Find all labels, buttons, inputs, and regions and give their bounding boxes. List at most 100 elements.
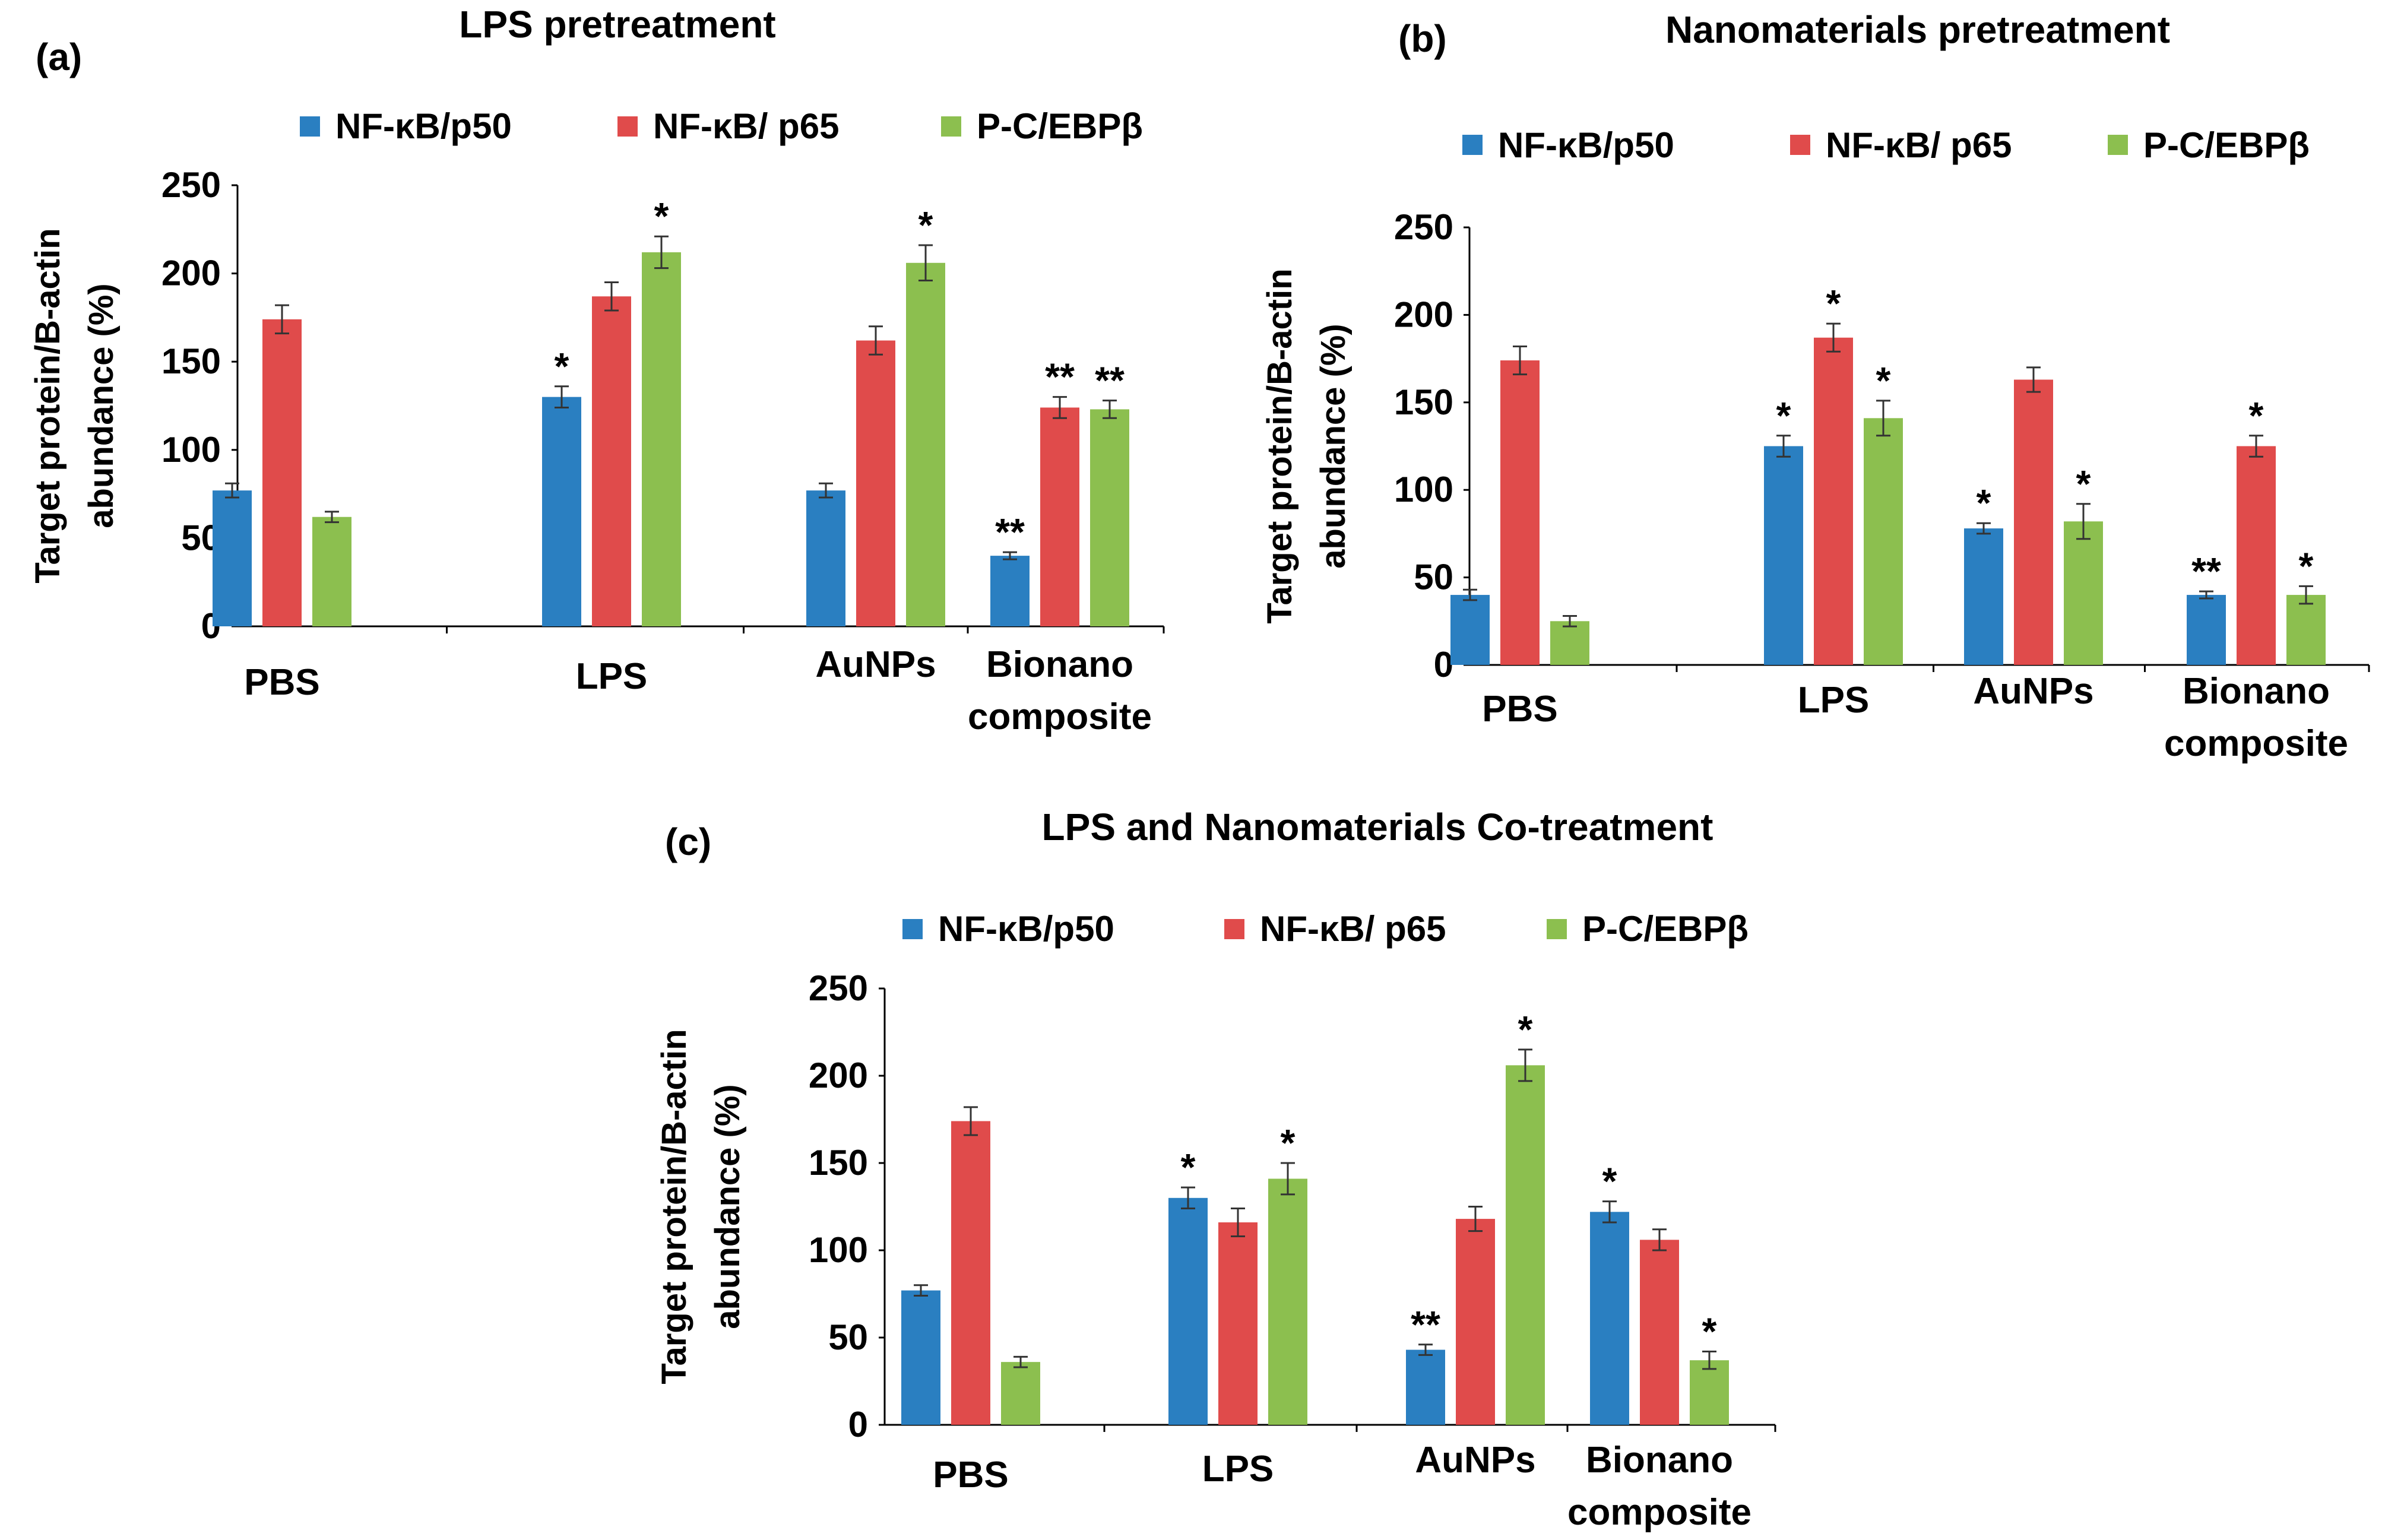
bar-p50	[542, 397, 581, 626]
legend-label-cebp: P-C/EBPβ	[1582, 909, 1749, 949]
bar-cebp	[1690, 1360, 1729, 1425]
significance-mark: *	[1977, 481, 1991, 524]
bar-cebp	[1550, 621, 1589, 665]
significance-mark: **	[2191, 550, 2221, 592]
panel-label: (b)	[1398, 17, 1447, 60]
panel-label: (c)	[665, 820, 711, 863]
legend-swatch-cebp	[2108, 135, 2128, 155]
bar-cebp	[312, 516, 351, 626]
bar-cebp	[1090, 409, 1129, 626]
y-tick-label: 0	[848, 1405, 868, 1444]
y-tick-label: 50	[828, 1317, 868, 1357]
bar-cebp	[2286, 595, 2326, 665]
significance-mark: *	[1776, 394, 1791, 437]
bar-cebp	[642, 252, 681, 626]
y-axis-title-line1: Target protein/B-actin	[28, 228, 67, 583]
bar-p50	[1168, 1197, 1208, 1425]
significance-mark: **	[1045, 356, 1075, 398]
significance-mark: *	[2249, 394, 2264, 437]
bar-p50	[901, 1290, 940, 1425]
y-tick-label: 150	[161, 341, 221, 381]
bar-p65	[1040, 407, 1079, 626]
legend-label-p65: NF-κB/ p65	[1260, 909, 1446, 949]
legend-swatch-cebp	[1547, 919, 1567, 939]
x-tick-label: PBS	[1482, 689, 1557, 730]
significance-mark: *	[1826, 282, 1841, 325]
chart-panel-a: LPS pretreatment (a) NF-κB/p50 NF-κB/ p65 P-…	[28, 3, 1165, 737]
y-tick-label: 200	[809, 1056, 868, 1095]
significance-mark: *	[1702, 1310, 1717, 1353]
y-tick-label: 200	[161, 254, 221, 293]
y-tick-label: 0	[1434, 645, 1453, 685]
legend-label-p50: NF-κB/p50	[938, 909, 1114, 949]
panel-label: (a)	[36, 36, 82, 78]
bar-cebp	[1864, 418, 1903, 665]
bar-p50	[1964, 528, 2003, 665]
y-axis-title: Target protein/B-actin abundance (%)	[1260, 268, 1353, 623]
x-tick-label: AuNPs	[815, 644, 936, 685]
significance-mark: *	[2299, 544, 2314, 587]
y-axis-title-line1: Target protein/B-actin	[1260, 268, 1299, 623]
legend-label-p65: NF-κB/ p65	[1826, 125, 2012, 165]
bar-p65	[262, 319, 302, 626]
x-tick-label: LPS	[1798, 680, 1870, 721]
x-tick-label: composite	[968, 696, 1152, 737]
bar-p65	[592, 296, 631, 627]
bar-cebp	[1506, 1065, 1545, 1425]
y-axis-title: Target protein/B-actin abundance (%)	[28, 228, 121, 583]
x-tick-label: AuNPs	[1973, 671, 2093, 712]
significance-mark: **	[995, 511, 1025, 553]
legend-swatch-p50	[300, 116, 320, 137]
significance-mark: *	[2076, 462, 2091, 505]
legend-swatch-cebp	[941, 116, 961, 137]
significance-mark: *	[1281, 1121, 1296, 1164]
legend-label-p50: NF-κB/p50	[335, 106, 512, 146]
bar-p50	[1764, 446, 1803, 665]
bar-p50	[213, 490, 252, 626]
bar-p65	[1500, 360, 1540, 665]
bar-cebp	[906, 262, 945, 626]
x-tick-label: composite	[2164, 723, 2348, 764]
x-tick-label: PBS	[933, 1455, 1008, 1495]
bar-cebp	[1001, 1362, 1040, 1425]
y-axis-title-line2: abundance (%)	[1314, 324, 1353, 569]
x-tick-label: LPS	[576, 656, 648, 697]
legend-label-cebp: P-C/EBPβ	[2143, 125, 2310, 165]
y-axis-title: Target protein/B-actin abundance (%)	[655, 1029, 747, 1384]
bar-p50	[990, 556, 1030, 626]
legend-swatch-p65	[1790, 135, 1810, 155]
y-tick-label: 250	[161, 165, 221, 205]
chart-panel-c: LPS and Nanomaterials Co-treatment (c) NF-…	[655, 806, 1776, 1533]
chart-title: LPS pretreatment	[459, 3, 775, 46]
legend-swatch-p65	[617, 116, 638, 137]
bar-p65	[1814, 337, 1853, 665]
significance-mark: *	[555, 345, 569, 388]
bar-p65	[1640, 1240, 1679, 1425]
chart-title: Nanomaterials pretreatment	[1665, 8, 2170, 51]
bar-cebp	[1268, 1178, 1307, 1425]
bar-p50	[1406, 1349, 1445, 1425]
bar-p65	[951, 1121, 990, 1425]
legend-swatch-p65	[1224, 919, 1244, 939]
bar-p50	[1590, 1212, 1629, 1425]
x-tick-label: Bionano	[1586, 1440, 1733, 1481]
bar-p50	[1450, 595, 1490, 665]
y-axis-title-line1: Target protein/B-actin	[655, 1029, 693, 1384]
x-tick-label: LPS	[1202, 1449, 1274, 1490]
significance-mark: *	[1181, 1146, 1196, 1189]
bar-cebp	[2064, 521, 2103, 665]
y-tick-label: 200	[1394, 294, 1453, 334]
y-tick-label: 150	[1394, 382, 1453, 422]
bar-p50	[806, 490, 845, 626]
legend-label-p65: NF-κB/ p65	[653, 106, 839, 146]
chart-title: LPS and Nanomaterials Co-treatment	[1042, 806, 1713, 848]
y-tick-label: 100	[161, 430, 221, 470]
significance-mark: *	[654, 195, 669, 237]
y-axis-title-line2: abundance (%)	[82, 283, 121, 528]
bar-p65	[1456, 1219, 1495, 1425]
y-tick-label: 100	[809, 1230, 868, 1270]
significance-mark: *	[918, 204, 933, 246]
chart-panel-b: Nanomaterials pretreatment (b) NF-κB/p50 NF…	[1260, 8, 2370, 764]
bar-p65	[2014, 379, 2053, 665]
